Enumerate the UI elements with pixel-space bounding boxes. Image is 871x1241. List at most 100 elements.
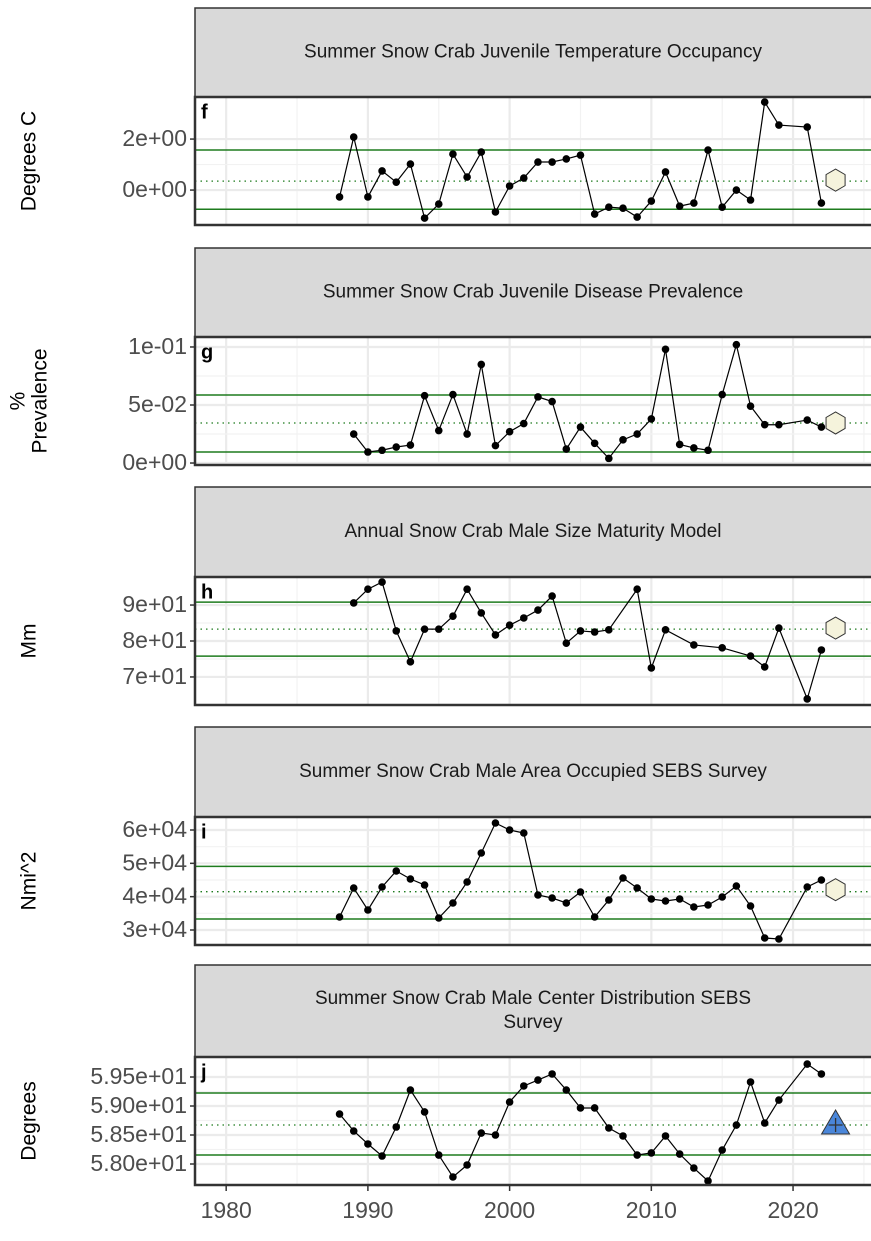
data-point [477,609,486,617]
data-point [548,158,556,166]
data-point [434,914,443,922]
data-point [463,173,471,181]
data-point [505,621,514,629]
x-tick-label: 2010 [626,1197,677,1223]
data-point [803,416,812,424]
y-tick-label: 6e+04 [122,816,187,842]
y-tick-label: 3e+04 [122,916,187,942]
data-point [718,390,726,399]
data-point [548,894,556,902]
panel-title: Annual Snow Crab Male Size Maturity Mode… [344,521,721,542]
data-point [760,934,769,942]
current-marker [825,168,846,192]
current-marker [825,878,846,902]
data-point [505,826,514,834]
data-point [349,1127,358,1135]
panel-title: Summer Snow Crab Male Area Occupied SEBS… [299,761,767,782]
data-point [463,585,471,594]
plot-group [195,817,871,945]
data-point [519,174,528,182]
current-marker [825,616,846,640]
data-point [378,446,386,455]
data-point [590,210,599,218]
data-point [746,1078,755,1086]
data-point [335,1110,344,1118]
data-line [339,822,822,940]
plot-border [193,335,871,467]
strip [194,964,871,1058]
data-point [732,186,741,194]
data-point [647,197,656,205]
panel-title: Summer Snow Crab Male Center Distributio… [315,988,751,1009]
data-point [534,1076,542,1084]
panel-label: f [201,101,208,123]
data-point [690,199,698,207]
data-point [690,641,698,649]
y-axis-label: Mm [18,624,41,659]
data-point [690,903,698,911]
panel-label: j [200,1061,207,1083]
data-point [434,426,443,435]
data-point [420,625,429,633]
data-point [519,419,528,428]
data-point [803,883,812,891]
data-point [519,829,528,837]
data-point [661,1132,670,1140]
current-marker [825,411,846,435]
data-point [619,436,627,444]
data-point [562,155,571,163]
data-point [562,1086,571,1094]
x-tick-label: 2020 [767,1197,818,1223]
data-point [690,444,698,452]
data-point [760,663,769,671]
y-tick-label: 5.80e+01 [90,1150,187,1176]
data-point [746,652,755,660]
data-point [576,1104,585,1112]
data-point [718,1146,726,1154]
data-point [647,895,656,903]
strip [194,486,871,578]
data-point [775,624,783,632]
data-point [732,1121,741,1129]
y-tick-label: 8e+01 [122,627,187,653]
x-tick-label: 2000 [484,1197,535,1223]
data-point [661,626,670,634]
data-point [406,441,415,449]
plot-group [195,337,871,465]
data-point [534,891,542,899]
data-point [590,628,599,636]
data-point [364,448,372,456]
data-point [378,1152,386,1160]
data-point [775,420,783,429]
data-point [732,882,741,890]
data-point [675,440,684,449]
data-point [364,1140,372,1148]
plot-group [195,97,871,225]
data-point [534,158,542,166]
plot-border [193,1055,871,1187]
data-point [760,420,769,429]
y-tick-label: 4e+04 [122,883,187,909]
data-line [338,100,822,220]
panel-label: g [201,341,213,363]
data-point [718,644,726,652]
y-axis-label: Degrees C [18,111,41,211]
data-point [775,121,783,129]
y-tick-label: 5e-02 [128,391,187,417]
data-point [760,98,769,106]
data-point [605,454,613,463]
data-point [349,133,358,141]
data-point [392,1123,401,1131]
data-point [661,168,670,176]
plot-area [195,97,871,225]
data-point [534,393,542,401]
data-point [704,146,712,154]
data-point [562,445,571,453]
plot-group [195,1057,871,1185]
y-tick-label: 9e+01 [122,591,187,617]
data-point [434,625,443,633]
data-point [817,1070,826,1078]
data-point [718,893,726,901]
data-point [491,441,500,450]
data-point [633,884,641,892]
